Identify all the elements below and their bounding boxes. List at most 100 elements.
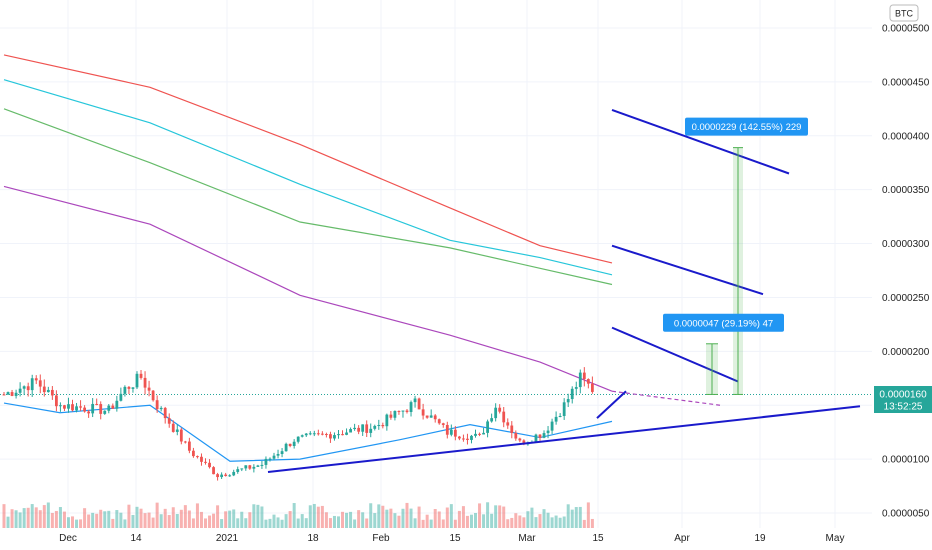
candle	[179, 427, 183, 445]
volume-bar	[2, 504, 6, 528]
candle	[478, 432, 481, 437]
candle	[421, 403, 425, 420]
volume-bar	[240, 511, 244, 528]
price-range-measurements[interactable]: 0.0000229 (142.55%) 229 0.0000047 (29.19%…	[663, 117, 808, 395]
ma-teal	[3, 79, 613, 276]
candle	[34, 375, 38, 385]
volume-bar	[361, 512, 365, 528]
volume-bar	[272, 514, 276, 528]
volume-bar	[135, 506, 139, 528]
volume-bar	[349, 511, 353, 528]
volume-bar	[345, 512, 349, 528]
volume-bar	[256, 504, 260, 528]
volume-bar	[228, 510, 232, 528]
candle	[373, 424, 377, 431]
volume-bar	[562, 516, 566, 528]
candle	[99, 401, 103, 420]
volume-bar	[469, 514, 473, 528]
candle	[196, 455, 199, 459]
volume-bar	[252, 504, 256, 528]
candle	[474, 429, 477, 438]
x-tick-label: 15	[449, 533, 461, 544]
candle	[337, 429, 340, 439]
candle	[401, 410, 405, 418]
volume-bar	[71, 516, 75, 528]
candle	[329, 431, 332, 443]
volume-bar	[155, 502, 159, 528]
x-tick-label: Mar	[518, 533, 536, 544]
ma-red	[3, 54, 613, 264]
volume-bar	[522, 517, 526, 528]
x-tick-label: Apr	[674, 533, 690, 544]
x-tick-label: 15	[592, 533, 604, 544]
y-tick-label: 0.0000100	[882, 455, 930, 466]
candle	[42, 379, 46, 397]
volume-bar	[397, 515, 401, 528]
volume-bar	[111, 518, 115, 528]
volume-bar	[453, 519, 457, 528]
volume-bar	[320, 505, 324, 528]
candle	[349, 427, 352, 433]
candle	[466, 433, 469, 445]
volume-bar	[586, 502, 590, 528]
trend-lines[interactable]	[267, 108, 861, 474]
candle	[534, 433, 538, 443]
volume-bar	[123, 519, 127, 528]
moving-averages	[3, 54, 721, 462]
volume-bar	[175, 513, 179, 528]
candle	[409, 400, 413, 417]
ascending-support-line[interactable]	[267, 405, 861, 474]
volume-bar	[50, 512, 54, 528]
candle	[457, 435, 461, 441]
volume-bar	[95, 513, 99, 528]
y-tick-label: 0.0000400	[882, 131, 930, 142]
volume-bar	[498, 505, 502, 528]
grid-lines	[0, 0, 872, 528]
x-tick-label: May	[826, 533, 845, 544]
price-range-tool[interactable]: 0.0000229 (142.55%) 229	[685, 117, 808, 395]
volume-bar	[107, 510, 111, 528]
volume-bar	[502, 506, 506, 528]
candle	[46, 386, 50, 393]
volume-bar	[465, 515, 469, 528]
candlesticks	[2, 367, 594, 481]
candle	[357, 425, 361, 435]
volume-bar	[429, 519, 433, 528]
candle	[155, 395, 159, 413]
short-trend-line[interactable]	[596, 390, 627, 419]
volume-bar	[457, 510, 461, 528]
volume-bar	[300, 514, 304, 528]
channel-line-lower[interactable]	[611, 326, 739, 383]
volume-bar	[558, 517, 562, 528]
candle	[558, 413, 562, 418]
candle	[316, 429, 320, 436]
volume-bar	[199, 511, 203, 528]
candle	[437, 418, 441, 425]
candle	[288, 443, 292, 448]
price-range-tool[interactable]: 0.0000047 (29.19%) 47	[663, 313, 784, 395]
volume-bar	[268, 518, 272, 528]
candle	[30, 374, 34, 397]
candle	[18, 382, 22, 397]
candle	[2, 391, 6, 396]
candle	[159, 406, 163, 412]
volume-bar	[212, 513, 216, 528]
volume-bar	[46, 502, 50, 528]
candle	[244, 465, 248, 471]
volume-bar	[6, 516, 10, 528]
volume-bar	[578, 506, 582, 528]
volume-bar	[187, 510, 191, 528]
volume-bar	[296, 518, 300, 528]
candle	[236, 466, 240, 474]
volume-bar	[163, 508, 167, 528]
candle	[365, 420, 369, 438]
channel-line-upper[interactable]	[611, 108, 790, 175]
volume-bar	[377, 504, 381, 528]
volume-bar	[328, 518, 332, 528]
y-tick-label: 0.0000350	[882, 185, 930, 196]
candle	[272, 452, 276, 461]
volume-bar	[389, 508, 393, 528]
y-tick-label: 0.0000500	[882, 24, 930, 35]
candle	[167, 413, 171, 428]
